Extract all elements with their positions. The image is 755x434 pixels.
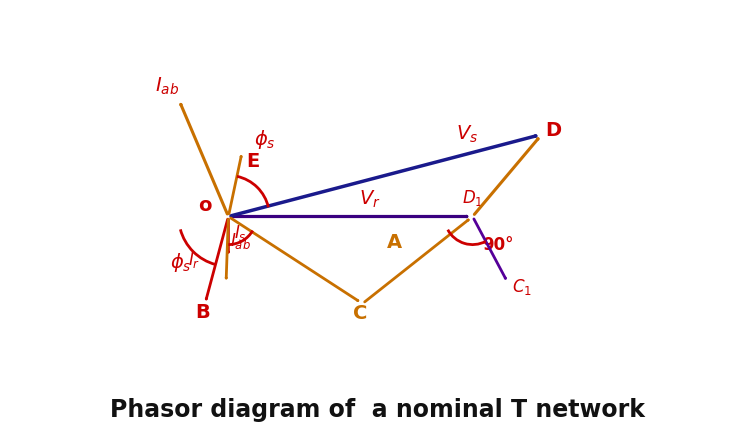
Text: $V_s$: $V_s$ — [456, 124, 479, 145]
Text: $I_{ab}$: $I_{ab}$ — [230, 230, 251, 250]
Text: $I_r$: $I_r$ — [187, 250, 200, 270]
Text: o: o — [199, 196, 212, 215]
Text: $C_1$: $C_1$ — [513, 276, 532, 296]
Text: $I_s$: $I_s$ — [233, 223, 246, 243]
Text: $D_1$: $D_1$ — [462, 187, 483, 207]
Text: $I_{ab}$: $I_{ab}$ — [155, 75, 179, 96]
Text: D: D — [545, 120, 561, 139]
Text: B: B — [196, 302, 210, 321]
Text: C: C — [353, 303, 368, 322]
Text: $\phi_s$: $\phi_s$ — [254, 127, 276, 150]
Text: E: E — [247, 152, 260, 171]
Text: A: A — [387, 233, 402, 252]
Text: 90°: 90° — [482, 236, 513, 253]
Text: $V_r$: $V_r$ — [359, 188, 381, 209]
Text: Phasor diagram of  a nominal T network: Phasor diagram of a nominal T network — [110, 397, 645, 421]
Text: $\phi_s$: $\phi_s$ — [170, 250, 192, 273]
